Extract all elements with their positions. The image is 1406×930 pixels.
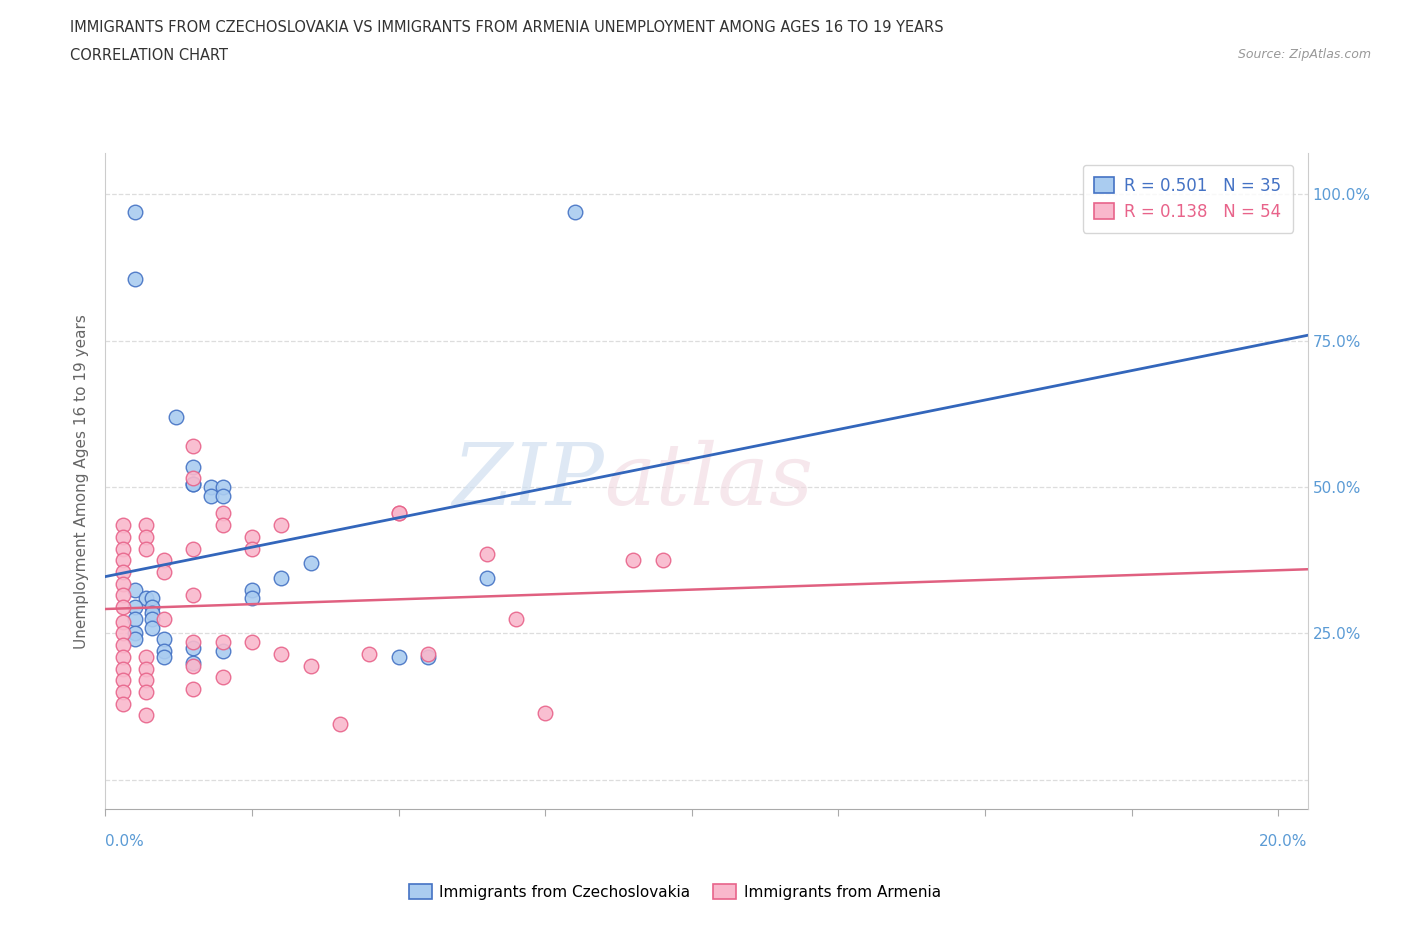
Point [141,591,163,605]
Point [621,552,644,567]
Point [299,556,322,571]
Point [124,582,146,597]
Point [112,638,135,653]
Point [505,611,527,626]
Point [211,518,233,533]
Text: IMMIGRANTS FROM CZECHOSLOVAKIA VS IMMIGRANTS FROM ARMENIA UNEMPLOYMENT AMONG AGE: IMMIGRANTS FROM CZECHOSLOVAKIA VS IMMIGR… [70,20,943,35]
Point [153,644,176,658]
Point [299,658,322,673]
Point [240,541,263,556]
Point [124,272,146,286]
Point [534,705,557,720]
Point [211,670,233,684]
Point [183,439,205,454]
Point [183,541,205,556]
Text: atlas: atlas [605,440,814,523]
Point [183,682,205,697]
Point [416,646,439,661]
Point [112,684,135,699]
Point [359,646,381,661]
Point [112,673,135,688]
Point [135,661,157,676]
Point [211,644,233,658]
Point [200,488,222,503]
Text: 0.0%: 0.0% [105,834,145,849]
Point [112,588,135,603]
Point [270,518,292,533]
Point [211,488,233,503]
Text: Source: ZipAtlas.com: Source: ZipAtlas.com [1237,48,1371,61]
Point [388,506,411,521]
Point [183,641,205,656]
Point [200,480,222,495]
Point [564,205,586,219]
Point [124,205,146,219]
Point [135,673,157,688]
Point [112,552,135,567]
Point [183,477,205,492]
Point [183,635,205,650]
Point [141,600,163,615]
Point [211,635,233,650]
Point [240,591,263,605]
Point [211,480,233,495]
Point [240,635,263,650]
Point [211,506,233,521]
Point [153,611,176,626]
Point [183,658,205,673]
Point [135,684,157,699]
Point [141,620,163,635]
Point [135,541,157,556]
Point [183,656,205,671]
Point [112,518,135,533]
Legend: Immigrants from Czechoslovakia, Immigrants from Armenia: Immigrants from Czechoslovakia, Immigran… [402,878,948,906]
Point [124,600,146,615]
Point [112,626,135,641]
Point [183,477,205,492]
Point [475,547,498,562]
Point [153,631,176,646]
Point [135,591,157,605]
Point [270,570,292,585]
Point [183,459,205,474]
Point [153,649,176,664]
Point [112,697,135,711]
Point [183,471,205,485]
Point [329,717,352,732]
Point [141,605,163,620]
Point [183,588,205,603]
Point [240,582,263,597]
Point [240,529,263,544]
Point [388,649,411,664]
Point [112,649,135,664]
Point [112,529,135,544]
Point [124,626,146,641]
Point [475,570,498,585]
Point [135,529,157,544]
Point [112,661,135,676]
Point [112,541,135,556]
Point [124,611,146,626]
Point [416,649,439,664]
Point [112,615,135,630]
Point [153,565,176,579]
Text: ZIP: ZIP [453,440,605,523]
Point [651,552,673,567]
Text: 20.0%: 20.0% [1260,834,1308,849]
Point [135,518,157,533]
Point [141,611,163,626]
Point [112,565,135,579]
Point [153,552,176,567]
Point [112,577,135,591]
Text: CORRELATION CHART: CORRELATION CHART [70,48,228,63]
Point [112,600,135,615]
Point [270,646,292,661]
Point [124,631,146,646]
Point [388,506,411,521]
Point [135,649,157,664]
Y-axis label: Unemployment Among Ages 16 to 19 years: Unemployment Among Ages 16 to 19 years [75,313,90,649]
Legend: R = 0.501   N = 35, R = 0.138   N = 54: R = 0.501 N = 35, R = 0.138 N = 54 [1083,165,1294,232]
Point [135,708,157,723]
Point [165,409,187,424]
